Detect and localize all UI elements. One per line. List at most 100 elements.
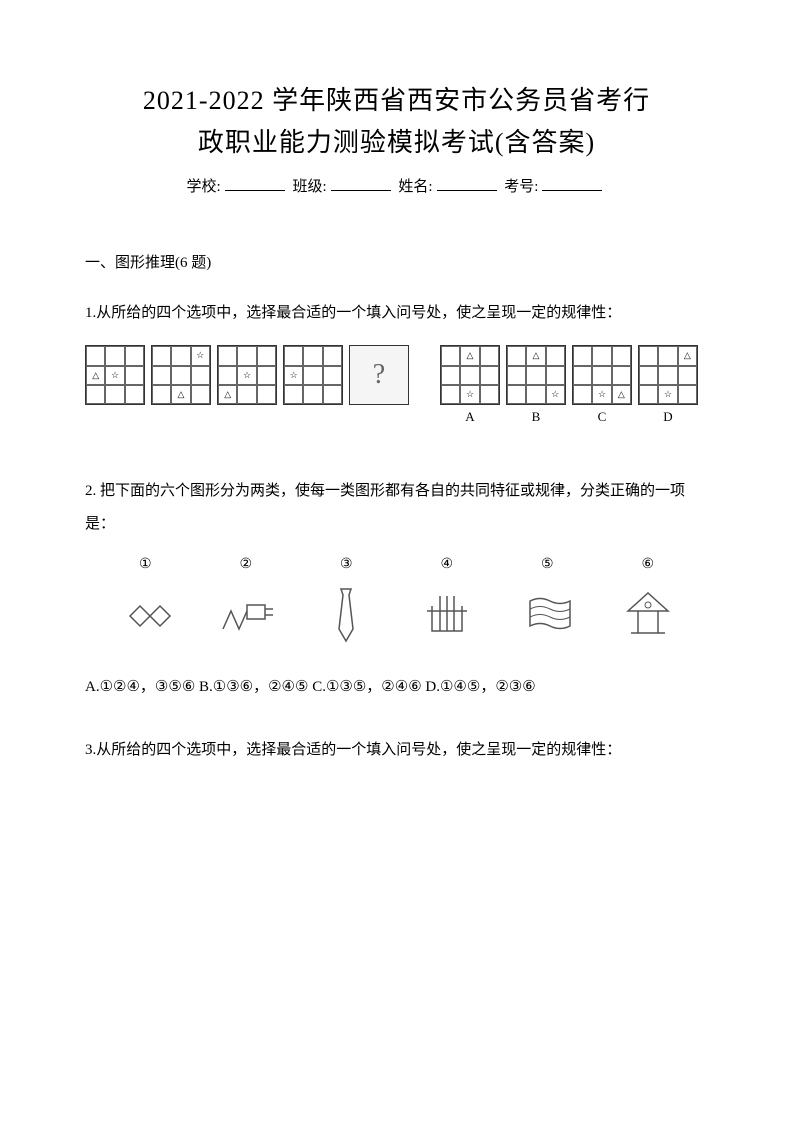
q2-figures: ① ② ③ ④ ⑤: [85, 556, 708, 646]
grid-cell: ☆: [546, 385, 565, 404]
grid-cell: [284, 346, 303, 365]
grid-cell: [573, 346, 592, 365]
grid-cell: ☆: [460, 385, 479, 404]
grid-cell: [507, 346, 526, 365]
grid-cell: ☆: [105, 366, 124, 385]
grid-cell: [191, 366, 210, 385]
grid-cell: [678, 366, 697, 385]
grid-box: △☆: [440, 345, 500, 405]
tie-icon: [311, 581, 381, 646]
grid-box: ☆: [283, 345, 343, 405]
grid-cell: [257, 385, 276, 404]
question-mark-box: ?: [349, 345, 409, 405]
grid-cell: [526, 385, 545, 404]
grid-cell: △: [526, 346, 545, 365]
grid-cell: [592, 366, 611, 385]
grid-cell: [152, 366, 171, 385]
grid-cell: △: [678, 346, 697, 365]
q2-num6: ⑥: [641, 556, 654, 573]
id-label: 考号:: [504, 179, 538, 195]
grid-cell: △: [86, 366, 105, 385]
q2-text: 2. 把下面的六个图形分为两类，使每一类图形都有各自的共同特征或规律，分类正确的…: [85, 475, 708, 541]
grid-cell: [218, 366, 237, 385]
plug-icon: [211, 581, 281, 646]
grid-cell: [507, 366, 526, 385]
grid-cell: [658, 346, 677, 365]
q1-text: 1.从所给的四个选项中，选择最合适的一个填入问号处，使之呈现一定的规律性：: [85, 297, 708, 330]
grid-cell: [441, 346, 460, 365]
grid-cell: [639, 366, 658, 385]
q1-figures: △☆☆△☆△☆?△☆A△☆B☆△C△☆D: [85, 345, 708, 425]
grid-cell: ☆: [284, 366, 303, 385]
grid-cell: [191, 385, 210, 404]
grid-box: ☆△: [151, 345, 211, 405]
q2-fig4: ④: [407, 556, 487, 646]
grid-cell: [152, 346, 171, 365]
grid-cell: ☆: [191, 346, 210, 365]
grid-cell: [171, 346, 190, 365]
grid-cell: [612, 366, 631, 385]
q2-num5: ⑤: [541, 556, 554, 573]
id-blank[interactable]: [542, 175, 602, 191]
grid-cell: [573, 366, 592, 385]
grid-cell: [171, 366, 190, 385]
grid-cell: [441, 366, 460, 385]
grid-cell: △: [460, 346, 479, 365]
grid-cell: [257, 346, 276, 365]
school-blank[interactable]: [225, 175, 285, 191]
option-item: △ ☆ D: [638, 345, 698, 425]
grid-cell: [125, 385, 144, 404]
option-item: △☆B: [506, 345, 566, 425]
grid-cell: [237, 346, 256, 365]
title-line2: 政职业能力测验模拟考试(含答案): [85, 122, 708, 164]
name-blank[interactable]: [437, 175, 497, 191]
grid-cell: [152, 385, 171, 404]
grid-cell: [612, 346, 631, 365]
option-label: C: [598, 409, 607, 425]
option-label: D: [663, 409, 672, 425]
q2-fig5: ⑤: [507, 556, 587, 646]
diamonds-icon: [110, 581, 180, 646]
q2-fig1: ①: [105, 556, 185, 646]
grid-cell: [507, 385, 526, 404]
grid-cell: [546, 366, 565, 385]
grid-cell: [480, 346, 499, 365]
school-label: 学校:: [187, 179, 221, 195]
grid-cell: [323, 346, 342, 365]
flag-icon: [512, 581, 582, 646]
q2-fig3: ③: [306, 556, 386, 646]
basket-icon: [412, 581, 482, 646]
grid-cell: [480, 385, 499, 404]
grid-box: ☆△: [572, 345, 632, 405]
class-blank[interactable]: [331, 175, 391, 191]
grid-cell: [480, 366, 499, 385]
grid-cell: [257, 366, 276, 385]
grid-cell: [125, 366, 144, 385]
q2-num1: ①: [139, 556, 152, 573]
class-label: 班级:: [292, 179, 326, 195]
title-line1: 2021-2022 学年陕西省西安市公务员省考行: [85, 80, 708, 122]
grid-cell: [678, 385, 697, 404]
info-line: 学校: 班级: 姓名: 考号:: [85, 175, 708, 196]
grid-box: ☆△: [217, 345, 277, 405]
grid-cell: [237, 385, 256, 404]
grid-cell: [303, 366, 322, 385]
grid-cell: [460, 366, 479, 385]
grid-box: △☆: [85, 345, 145, 405]
grid-cell: [658, 366, 677, 385]
q2-fig2: ②: [206, 556, 286, 646]
q2-options: A.①②④，③⑤⑥ B.①③⑥，②④⑤ C.①③⑤，②④⑥ D.①④⑤，②③⑥: [85, 671, 708, 704]
grid-cell: [441, 385, 460, 404]
q2-fig6: ⑥: [608, 556, 688, 646]
grid-cell: [639, 385, 658, 404]
q1-options: △☆A△☆B☆△C△☆D: [440, 345, 698, 425]
house-icon: [613, 581, 683, 646]
grid-cell: [218, 346, 237, 365]
grid-cell: ☆: [658, 385, 677, 404]
q3-text: 3.从所给的四个选项中，选择最合适的一个填入问号处，使之呈现一定的规律性：: [85, 734, 708, 767]
option-label: A: [465, 409, 474, 425]
grid-cell: [86, 346, 105, 365]
grid-cell: [86, 385, 105, 404]
grid-cell: [323, 385, 342, 404]
grid-cell: [546, 346, 565, 365]
